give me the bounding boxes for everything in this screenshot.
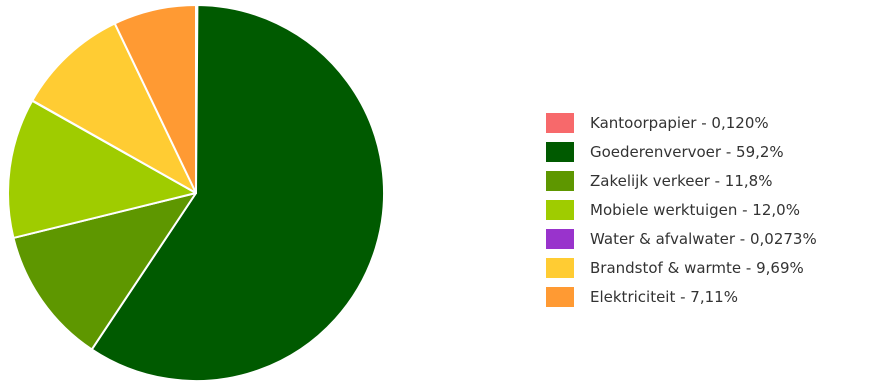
legend-swatch: [546, 287, 574, 307]
pie-slice-2: [12, 192, 197, 351]
pie-slice-5: [31, 22, 197, 194]
legend-item: Zakelijk verkeer - 11,8%: [546, 171, 772, 191]
legend-label: Kantoorpapier - 0,120%: [590, 114, 769, 132]
legend-item: Brandstof & warmte - 9,69%: [546, 258, 804, 278]
legend-item: Goederenvervoer - 59,2%: [546, 142, 784, 162]
legend: Kantoorpapier - 0,120% Goederenvervoer - …: [546, 113, 817, 307]
pie-slice-6: [113, 4, 197, 194]
legend-item: Elektriciteit - 7,11%: [546, 287, 738, 307]
pie-slice-1: [90, 4, 386, 382]
legend-label: Water & afvalwater - 0,0273%: [590, 230, 817, 248]
legend-swatch: [546, 171, 574, 191]
legend-label: Elektriciteit - 7,11%: [590, 288, 738, 306]
legend-label: Mobiele werktuigen - 12,0%: [590, 201, 800, 219]
pie-slices: [7, 4, 386, 382]
legend-item: Kantoorpapier - 0,120%: [546, 113, 769, 133]
legend-swatch: [546, 229, 574, 249]
legend-swatch: [546, 200, 574, 220]
legend-label: Zakelijk verkeer - 11,8%: [590, 172, 772, 190]
legend-swatch: [546, 142, 574, 162]
legend-item: Water & afvalwater - 0,0273%: [546, 229, 817, 249]
legend-label: Brandstof & warmte - 9,69%: [590, 259, 804, 277]
pie-slice-3: [7, 99, 197, 239]
legend-item: Mobiele werktuigen - 12,0%: [546, 200, 800, 220]
legend-swatch: [546, 113, 574, 133]
legend-label: Goederenvervoer - 59,2%: [590, 143, 784, 161]
legend-swatch: [546, 258, 574, 278]
